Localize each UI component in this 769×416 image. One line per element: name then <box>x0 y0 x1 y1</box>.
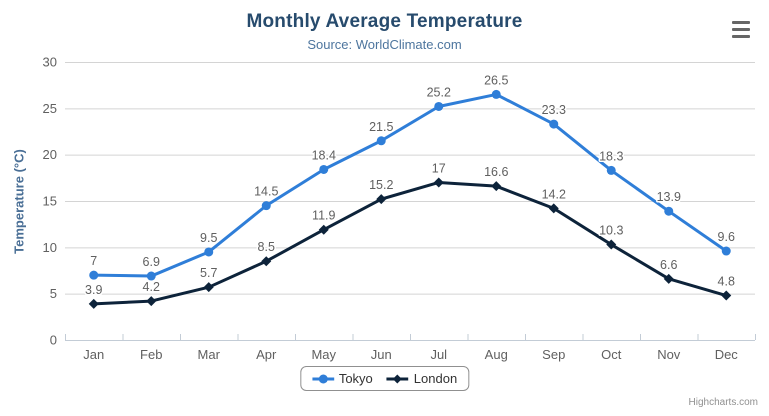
london-data-label: 15.2 <box>369 178 393 192</box>
tokyo-line <box>92 92 728 278</box>
y-axis-tick-label: 25 <box>43 101 57 116</box>
hamburger-icon-bar <box>732 21 750 24</box>
tokyo-point-marker[interactable] <box>491 89 501 99</box>
london-data-label: 8.5 <box>258 240 275 254</box>
legend-item-london[interactable]: London <box>386 371 458 386</box>
legend-item-tokyo[interactable]: Tokyo <box>311 371 373 386</box>
tokyo-point-marker[interactable] <box>434 101 444 111</box>
tokyo-data-label: 9.5 <box>200 231 217 245</box>
x-axis-label: Feb <box>140 347 162 362</box>
tokyo-point-marker[interactable] <box>319 164 329 174</box>
tokyo-data-label: 23.3 <box>542 103 566 117</box>
tokyo-point-marker[interactable] <box>204 247 214 257</box>
tokyo-point-marker[interactable] <box>606 165 616 175</box>
y-axis-tick-label: 5 <box>50 286 57 301</box>
x-axis-label: May <box>311 347 336 362</box>
context-menu-button[interactable] <box>732 21 750 38</box>
x-axis-label: Dec <box>715 347 739 362</box>
london-point-marker[interactable] <box>88 298 99 309</box>
y-axis-tick-label: 10 <box>43 240 57 255</box>
london-data-label: 17 <box>432 161 446 175</box>
x-axis-label: Aug <box>485 347 508 362</box>
london-point-marker[interactable] <box>433 177 444 188</box>
tokyo-data-label: 26.5 <box>484 73 508 87</box>
london-data-label: 16.6 <box>484 165 508 179</box>
london-point-marker[interactable] <box>606 239 617 250</box>
legend-box: Tokyo London <box>299 366 470 391</box>
london-data-label: 5.7 <box>200 266 217 280</box>
london-line <box>92 180 728 306</box>
y-axis-tick-label: 20 <box>43 147 57 162</box>
london-point-marker[interactable] <box>721 290 732 301</box>
y-axis-tick-label: 30 <box>43 55 57 70</box>
tokyo-data-label: 6.9 <box>143 255 160 269</box>
tokyo-point-marker[interactable] <box>664 206 674 216</box>
x-axis-label: Nov <box>657 347 681 362</box>
tokyo-data-label: 7 <box>90 254 97 268</box>
london-data-label: 4.8 <box>718 275 735 289</box>
london-point-marker[interactable] <box>548 203 559 214</box>
legend-label: Tokyo <box>338 371 373 386</box>
y-axis-title: Temperature (°C) <box>11 149 27 254</box>
tokyo-data-label: 14.5 <box>254 185 278 199</box>
london-point-marker[interactable] <box>376 194 387 205</box>
london-point-marker[interactable] <box>663 273 674 284</box>
london-data-label: 10.3 <box>599 224 623 238</box>
london-data-label: 14.2 <box>542 187 566 201</box>
hamburger-icon-bar <box>732 28 750 31</box>
y-axis-tick-label: 0 <box>50 333 57 348</box>
x-axis-label: Jan <box>83 347 104 362</box>
tokyo-data-label: 25.2 <box>427 85 451 99</box>
tokyo-point-marker[interactable] <box>376 136 386 146</box>
london-data-label: 3.9 <box>85 283 102 297</box>
y-axis-tick-label: 15 <box>43 194 57 209</box>
legend-label: London <box>413 371 458 386</box>
tokyo-data-label: 18.4 <box>312 148 336 162</box>
tokyo-point-marker[interactable] <box>89 270 99 280</box>
x-axis-label: Oct <box>601 347 622 362</box>
london-point-marker[interactable] <box>146 296 157 307</box>
tokyo-point-marker[interactable] <box>261 201 271 211</box>
tokyo-data-label: 21.5 <box>369 120 393 134</box>
credits-link[interactable]: Highcharts.com <box>688 397 758 408</box>
tokyo-point-marker[interactable] <box>146 271 156 281</box>
london-data-label: 4.2 <box>143 280 160 294</box>
chart-title: Monthly Average Temperature <box>246 11 523 32</box>
london-point-marker[interactable] <box>491 181 502 192</box>
london-point-marker[interactable] <box>261 256 272 267</box>
tokyo-data-label: 13.9 <box>657 190 681 204</box>
x-axis-label: Sep <box>542 347 565 362</box>
tokyo-point-marker[interactable] <box>721 246 731 256</box>
london-data-label: 11.9 <box>312 209 335 223</box>
chart-subtitle: Source: WorldClimate.com <box>307 37 462 52</box>
circle-legend-marker-icon <box>311 374 334 383</box>
london-data-label: 6.6 <box>660 258 677 272</box>
x-axis-label: Jul <box>430 347 447 362</box>
tokyo-point-marker[interactable] <box>549 119 559 129</box>
hamburger-icon-bar <box>732 35 750 38</box>
tokyo-data-label: 9.6 <box>718 230 735 244</box>
london-point-marker[interactable] <box>318 224 329 235</box>
x-axis-label: Apr <box>256 347 277 362</box>
x-axis-label: Jun <box>371 347 392 362</box>
x-axis-label: Mar <box>198 347 221 362</box>
tokyo-data-label: 18.3 <box>599 149 623 163</box>
london-point-marker[interactable] <box>203 282 214 293</box>
diamond-legend-marker-icon <box>386 374 409 383</box>
